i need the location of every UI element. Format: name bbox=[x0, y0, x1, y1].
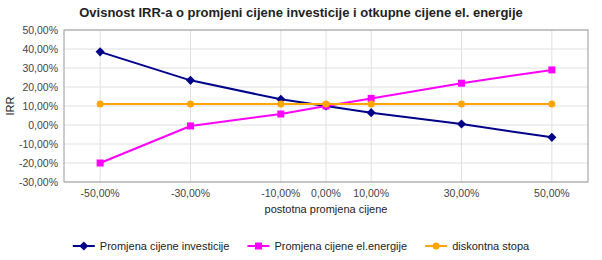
marker bbox=[97, 101, 104, 108]
tick-label: 10,00% bbox=[353, 187, 389, 199]
plot-frame bbox=[64, 30, 588, 182]
tick-label: 50,00% bbox=[534, 187, 570, 199]
marker bbox=[547, 133, 556, 142]
tick-label: 0,00% bbox=[28, 119, 58, 131]
legend-item: Promjena cijene investicije bbox=[73, 240, 230, 252]
tick-label: -30,00% bbox=[171, 187, 210, 199]
series bbox=[97, 66, 556, 166]
tick-label: 50,00% bbox=[22, 24, 58, 36]
marker bbox=[96, 47, 105, 56]
marker bbox=[457, 120, 466, 129]
series bbox=[97, 101, 556, 108]
axis-label: postotna promjena cijene bbox=[265, 203, 388, 215]
series bbox=[96, 47, 557, 142]
marker bbox=[368, 101, 375, 108]
legend-marker bbox=[79, 241, 88, 250]
marker bbox=[97, 160, 104, 167]
tick-label: -10,00% bbox=[19, 138, 58, 150]
marker bbox=[458, 101, 465, 108]
series-group bbox=[96, 47, 557, 166]
marker bbox=[548, 66, 555, 73]
chart: Ovisnost IRR-a o promjeni cijene investi… bbox=[0, 0, 602, 260]
title: Ovisnost IRR-a o promjeni cijene investi… bbox=[79, 5, 523, 20]
tick-label: -30,00% bbox=[19, 176, 58, 188]
grid bbox=[64, 30, 588, 182]
tick-label: -50,00% bbox=[81, 187, 120, 199]
marker bbox=[321, 101, 330, 110]
legend-label: Promjena cijene investicije bbox=[100, 240, 230, 252]
tick-label: 10,00% bbox=[22, 100, 58, 112]
plot-area bbox=[64, 30, 588, 182]
legend-marker bbox=[255, 243, 262, 250]
tick-label: 20,00% bbox=[22, 81, 58, 93]
line bbox=[100, 52, 552, 138]
marker bbox=[323, 101, 330, 108]
legend-marker bbox=[433, 243, 440, 250]
tick-label: 0,00% bbox=[311, 187, 341, 199]
axis-label: IRR bbox=[4, 96, 16, 115]
tick-label: -10,00% bbox=[261, 187, 300, 199]
marker bbox=[277, 110, 284, 117]
line bbox=[100, 70, 552, 163]
tick-label: -20,00% bbox=[19, 157, 58, 169]
legend: Promjena cijene investicije Promjena cije… bbox=[73, 240, 530, 252]
legend-item: Promjena cijene el.energije bbox=[247, 240, 407, 252]
marker bbox=[277, 101, 284, 108]
tick-label: 30,00% bbox=[22, 62, 58, 74]
tick-label: 30,00% bbox=[444, 187, 480, 199]
legend-label: diskontna stopa bbox=[452, 240, 530, 252]
marker bbox=[187, 122, 194, 129]
legend-item: diskontna stopa bbox=[425, 240, 530, 252]
marker bbox=[186, 76, 195, 85]
tick-label: 40,00% bbox=[22, 43, 58, 55]
legend-label: Promjena cijene el.energije bbox=[274, 240, 407, 252]
marker bbox=[458, 80, 465, 87]
marker bbox=[548, 101, 555, 108]
marker bbox=[187, 101, 194, 108]
marker bbox=[367, 108, 376, 117]
